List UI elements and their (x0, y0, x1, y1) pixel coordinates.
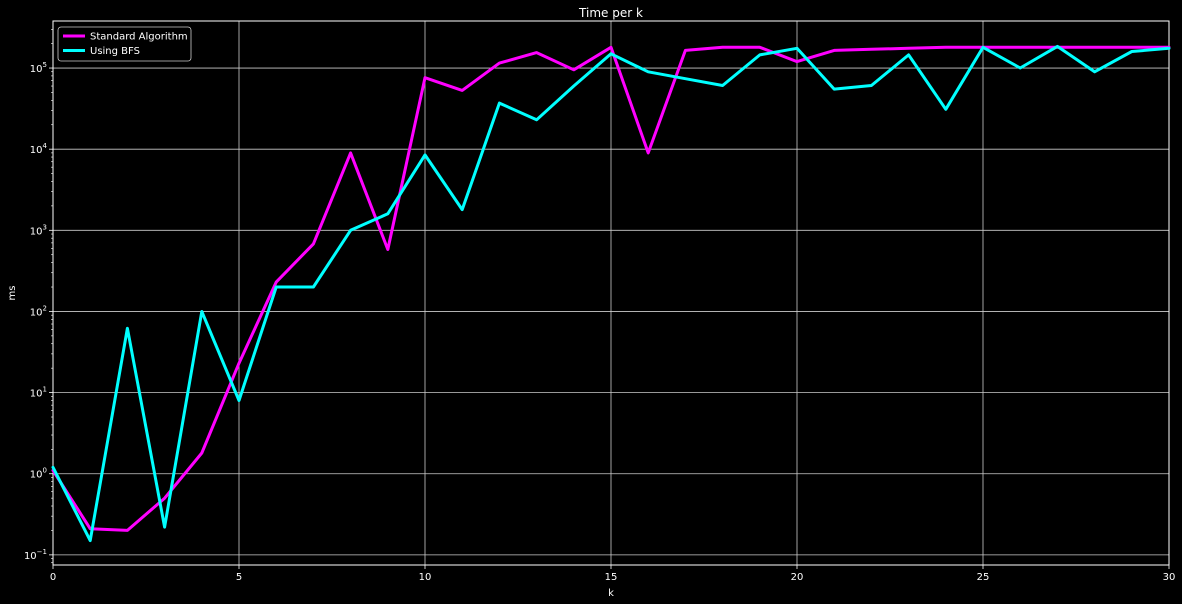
legend-box (57, 26, 192, 62)
x-tick-label: 30 (1163, 572, 1176, 583)
x-tick-label: 15 (605, 572, 618, 583)
x-tick-label: 20 (791, 572, 804, 583)
y-tick-label: 102 (30, 304, 47, 318)
y-tick-label: 103 (30, 223, 47, 237)
grid (52, 21, 1170, 565)
series-line (51, 44, 1171, 543)
y-tick-label: 101 (30, 386, 47, 400)
y-tick-label: 10−1 (24, 548, 47, 562)
legend-label: Standard Algorithm (90, 32, 188, 43)
x-tick-label: 25 (977, 572, 990, 583)
x-axis-label: k (608, 588, 614, 599)
y-axis-label: ms (7, 286, 18, 301)
x-tick-label: 10 (419, 572, 432, 583)
series-lines (51, 44, 1171, 543)
y-tick-label: 100 (30, 467, 47, 481)
axes: 0 5 10 15 20 25 30 10−1 100 101 102 103 104 105 (24, 29, 1175, 583)
legend: Standard Algorithm Using BFS (57, 26, 192, 62)
legend-label: Using BFS (90, 46, 140, 57)
y-tick-label: 105 (30, 61, 47, 75)
y-tick-label: 104 (30, 142, 48, 156)
x-tick-label: 0 (50, 572, 56, 583)
chart-title: Time per k (578, 6, 643, 20)
x-tick-label: 5 (236, 572, 242, 583)
